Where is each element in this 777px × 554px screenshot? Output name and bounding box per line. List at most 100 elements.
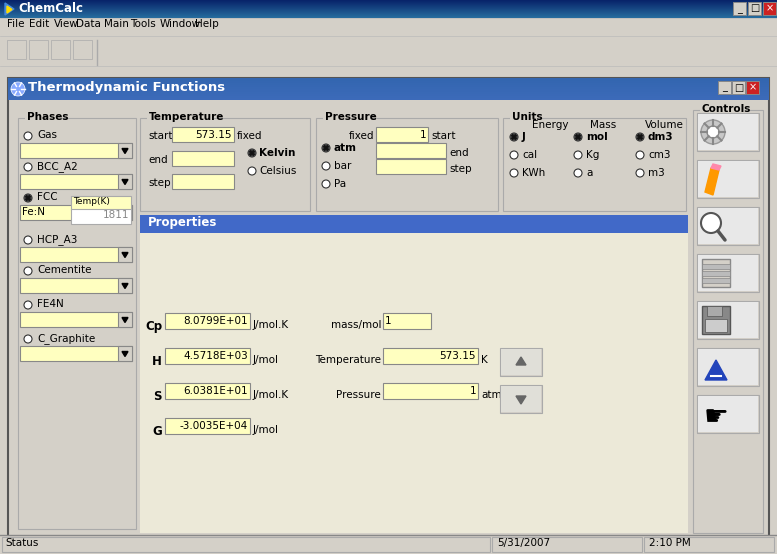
Text: ×: × — [765, 3, 774, 13]
Text: 8.0799E+01: 8.0799E+01 — [183, 316, 248, 326]
Text: ChemCalc: ChemCalc — [18, 2, 83, 15]
Text: J/mol.K: J/mol.K — [253, 390, 289, 400]
Circle shape — [24, 335, 32, 343]
Text: cm3: cm3 — [648, 150, 671, 160]
Text: Celsius: Celsius — [259, 166, 296, 176]
Polygon shape — [122, 148, 128, 153]
Text: C_Graphite: C_Graphite — [37, 333, 96, 344]
Bar — [8, 84, 769, 85]
Bar — [383, 313, 431, 329]
Bar — [8, 97, 769, 98]
Text: Kelvin: Kelvin — [259, 148, 295, 158]
Bar — [8, 92, 769, 93]
Circle shape — [636, 169, 644, 177]
Circle shape — [24, 267, 32, 275]
Bar — [8, 87, 769, 88]
Bar — [707, 306, 722, 316]
Bar — [14, 103, 690, 533]
Text: 573.15: 573.15 — [440, 351, 476, 361]
Text: 6.0381E+01: 6.0381E+01 — [183, 386, 248, 396]
Text: Status: Status — [5, 538, 38, 548]
Bar — [693, 110, 763, 533]
Bar — [500, 348, 542, 376]
Bar — [0, 2, 777, 3]
Text: Temp(K): Temp(K) — [73, 197, 110, 206]
Bar — [7, 40, 26, 59]
Circle shape — [574, 133, 582, 141]
Bar — [8, 79, 769, 80]
Text: Energy: Energy — [532, 120, 569, 130]
Text: end: end — [449, 148, 469, 158]
Bar — [0, 3, 777, 4]
Bar — [8, 89, 769, 90]
Circle shape — [26, 196, 30, 200]
Bar — [0, 16, 777, 17]
Bar — [503, 118, 686, 211]
Text: ☛: ☛ — [704, 403, 729, 431]
Circle shape — [701, 213, 721, 233]
Bar — [118, 346, 132, 361]
Bar — [697, 160, 759, 198]
Bar — [140, 233, 688, 533]
Bar — [0, 8, 777, 9]
Circle shape — [510, 169, 518, 177]
Bar — [376, 159, 446, 174]
Text: Properties: Properties — [148, 216, 218, 229]
Text: HCP_A3: HCP_A3 — [37, 234, 78, 245]
Bar — [8, 82, 769, 83]
Circle shape — [322, 180, 330, 188]
Text: S: S — [154, 390, 162, 403]
Bar — [165, 418, 250, 434]
Polygon shape — [5, 3, 14, 15]
Bar — [0, 5, 777, 6]
Bar — [118, 143, 132, 158]
Bar — [500, 385, 542, 413]
Text: ×: × — [748, 83, 757, 93]
Bar — [140, 215, 688, 233]
Bar — [748, 2, 761, 15]
Bar — [29, 40, 48, 59]
Polygon shape — [122, 211, 128, 216]
Bar — [20, 278, 132, 293]
Bar — [20, 312, 132, 327]
Bar — [698, 208, 758, 244]
Bar — [0, 7, 777, 8]
Bar — [0, 13, 777, 14]
Text: KWh: KWh — [522, 168, 545, 178]
Text: atm: atm — [481, 390, 502, 400]
Bar — [172, 174, 234, 189]
Text: Cp: Cp — [145, 320, 162, 333]
Bar — [73, 40, 92, 59]
Bar — [8, 86, 769, 87]
Polygon shape — [711, 164, 721, 170]
Bar — [8, 93, 769, 94]
Bar — [0, 36, 777, 66]
Bar — [118, 205, 132, 220]
Bar — [0, 1, 777, 2]
Bar — [165, 348, 250, 364]
Text: Gas: Gas — [37, 130, 57, 140]
Text: Temperature: Temperature — [315, 355, 381, 365]
Text: G: G — [152, 425, 162, 438]
Text: mol: mol — [586, 132, 608, 142]
Text: J/mol: J/mol — [253, 355, 279, 365]
Bar — [140, 118, 310, 211]
Bar — [697, 395, 759, 433]
Circle shape — [11, 82, 25, 96]
Circle shape — [512, 135, 516, 139]
Polygon shape — [705, 360, 727, 380]
Circle shape — [24, 194, 32, 202]
Bar — [644, 537, 774, 552]
Polygon shape — [122, 284, 128, 289]
Bar — [71, 209, 131, 224]
Text: Volume: Volume — [645, 120, 684, 130]
Bar — [8, 90, 769, 91]
Bar — [698, 114, 758, 150]
Bar — [746, 81, 759, 94]
Bar — [165, 383, 250, 399]
Bar — [172, 127, 234, 142]
Text: fixed: fixed — [349, 131, 374, 141]
Bar — [376, 127, 428, 142]
Circle shape — [636, 133, 644, 141]
Text: Kg: Kg — [586, 150, 599, 160]
